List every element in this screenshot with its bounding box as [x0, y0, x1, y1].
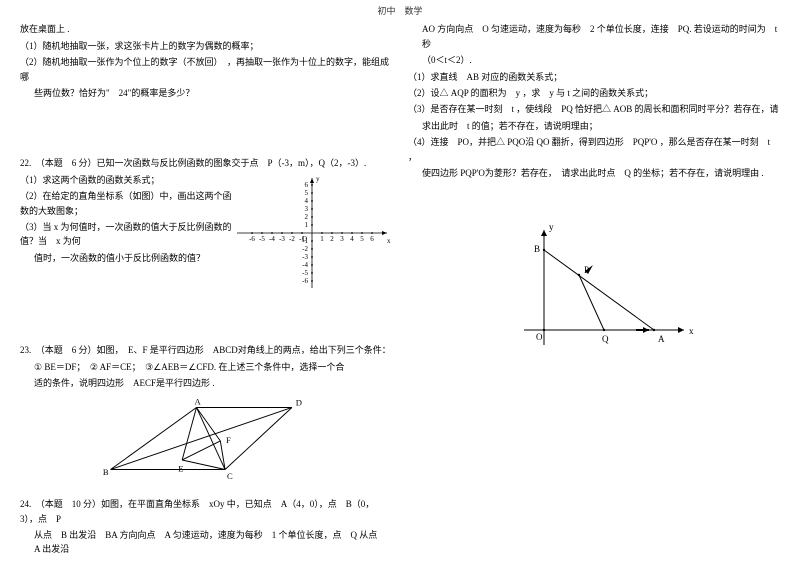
r-l3: （1）求直线 AB 对应的函数关系式；	[408, 70, 780, 84]
q22-l2: （2）在给定的直角坐标系（如图）中，画出这两个函数的大致图象；	[20, 189, 232, 218]
svg-text:P: P	[584, 265, 589, 275]
q22-block: 22. （本题 6 分）已知一次函数与反比例函数的图象交于点 P（-3，m），Q…	[20, 156, 392, 297]
r-l6: （4）连接 PO，并把△ PQO沿 QO 翻折，得到四边形 PQP'O ，那么是…	[408, 135, 780, 164]
svg-text:F: F	[226, 435, 231, 445]
svg-text:A: A	[658, 334, 665, 344]
svg-text:C: C	[227, 471, 233, 481]
svg-text:-6: -6	[302, 277, 308, 285]
svg-text:6: 6	[370, 235, 374, 243]
svg-text:B: B	[103, 468, 109, 478]
q23-block: 23. （本题 6 分）如图， E、F 是平行四边形 ABCD对角线上的两点，给…	[20, 343, 392, 481]
svg-text:x: x	[689, 326, 694, 336]
q24-l1: 从点 B 出发沿 BA 方向向点 A 匀速运动，速度为每秒 1 个单位长度，点 …	[20, 528, 392, 557]
svg-text:1: 1	[305, 221, 309, 229]
left-column: 放在桌面上 . （1）随机地抽取一张，求这张卡片上的数字为偶数的概率； （2）随…	[12, 22, 400, 572]
q24-block: 24. （本题 10 分）如图，在平面直角坐标系 xOy 中，已知点 A（4，0…	[20, 497, 392, 557]
svg-text:y: y	[549, 222, 554, 232]
svg-text:-4: -4	[269, 235, 275, 243]
svg-text:5: 5	[305, 189, 309, 197]
svg-text:-5: -5	[302, 269, 308, 277]
q21-line3: （2）随机地抽取一张作为个位上的数字（不放回） ，再抽取一张作为十位上的数字，能…	[20, 55, 392, 84]
svg-text:E: E	[178, 464, 183, 474]
svg-text:5: 5	[360, 235, 364, 243]
svg-text:2: 2	[330, 235, 334, 243]
svg-text:O: O	[302, 235, 307, 243]
q22-l4: 值时，一次函数的值小于反比例函数的值？	[20, 251, 232, 265]
svg-text:-5: -5	[259, 235, 265, 243]
svg-text:O: O	[536, 332, 543, 342]
svg-text:2: 2	[305, 213, 309, 221]
r-l6b: 使四边形 PQP'O为菱形？若存在， 请求出此时点 Q 的坐标；若不存在，请说明…	[408, 166, 780, 180]
q23-diagram: A B C D E F	[20, 396, 392, 481]
svg-text:3: 3	[305, 205, 309, 213]
page-header: 初中 数学	[0, 0, 800, 22]
svg-text:-2: -2	[302, 245, 308, 253]
svg-text:3: 3	[340, 235, 344, 243]
q24-title: 24. （本题 10 分）如图，在平面直角坐标系 xOy 中，已知点 A（4，0…	[20, 497, 392, 526]
svg-text:-6: -6	[249, 235, 255, 243]
page-body: 放在桌面上 . （1）随机地抽取一张，求这张卡片上的数字为偶数的概率； （2）随…	[0, 22, 800, 572]
svg-text:Q: Q	[602, 334, 609, 344]
svg-text:4: 4	[305, 197, 309, 205]
q21-line1: 放在桌面上 .	[20, 22, 392, 36]
svg-text:-4: -4	[302, 261, 308, 269]
svg-text:x: x	[387, 237, 391, 245]
q24-diagram: O A B P Qx y	[408, 200, 780, 360]
r-l2: （0＜t＜2）.	[408, 53, 780, 67]
q23-l2: 适的条件，说明四边形 AECF是平行四边形 .	[20, 376, 392, 390]
svg-text:4: 4	[350, 235, 354, 243]
svg-text:y: y	[316, 175, 320, 183]
r-l1: AO 方向向点 O 匀速运动，速度为每秒 2 个单位长度，连接 PQ. 若设运动…	[408, 22, 780, 51]
svg-text:B: B	[534, 244, 540, 254]
r-l4: （2）设△ AQP 的面积为 y ，求 y 与 t 之间的函数关系式；	[408, 86, 780, 100]
svg-text:-3: -3	[302, 253, 308, 261]
q22-l3: （3）当 x 为何值时，一次函数的值大于反比例函数的值？当 x 为何	[20, 220, 232, 249]
q23-l1: ① BE＝DF； ② AF＝CE； ③∠AEB＝∠CFD. 在上述三个条件中，选…	[20, 360, 392, 374]
svg-text:-3: -3	[279, 235, 285, 243]
svg-text:6: 6	[305, 181, 309, 189]
svg-text:-2: -2	[289, 235, 295, 243]
q22-chart: -6-5-4-3-2-1123456123456-1-2-3-4-5-6Oxy	[232, 173, 392, 297]
q21-line4: 些两位数？恰好为" 24"的概率是多少？	[20, 86, 392, 100]
r-l5b: 求出此时 t 的值；若不存在，请说明理由；	[408, 119, 780, 133]
svg-text:A: A	[195, 397, 202, 407]
q22-title: 22. （本题 6 分）已知一次函数与反比例函数的图象交于点 P（-3，m），Q…	[20, 156, 392, 170]
svg-text:1: 1	[320, 235, 324, 243]
q23-title: 23. （本题 6 分）如图， E、F 是平行四边形 ABCD对角线上的两点，给…	[20, 343, 392, 357]
right-column: AO 方向向点 O 匀速运动，速度为每秒 2 个单位长度，连接 PQ. 若设运动…	[400, 22, 788, 572]
q22-l1: （1）求这两个函数的函数关系式；	[20, 173, 232, 187]
r-l5: （3）是否存在某一时刻 t ，使线段 PQ 恰好把△ AOB 的周长和面积同时平…	[408, 102, 780, 116]
q21-block: 放在桌面上 . （1）随机地抽取一张，求这张卡片上的数字为偶数的概率； （2）随…	[20, 22, 392, 100]
q21-line2: （1）随机地抽取一张，求这张卡片上的数字为偶数的概率；	[20, 39, 392, 53]
svg-text:D: D	[296, 398, 302, 408]
